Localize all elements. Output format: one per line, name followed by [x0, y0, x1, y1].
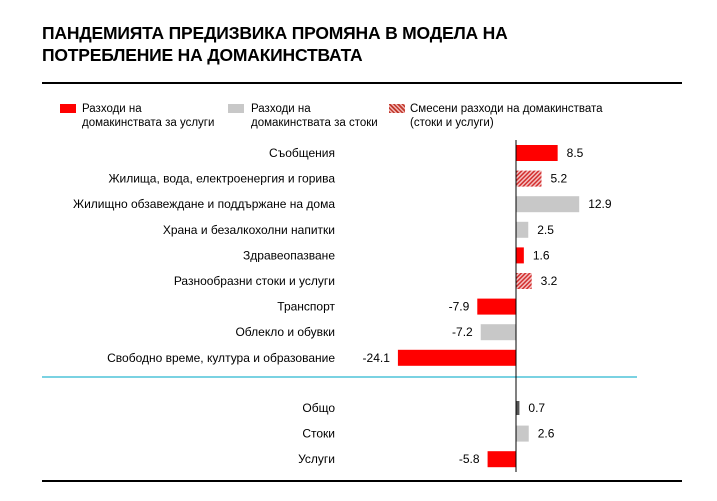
bar-0-4 [516, 247, 524, 264]
legend-swatch-services [60, 104, 76, 113]
category-label: Жилищно обзавеждане и поддържане на дома [73, 197, 335, 211]
bar-0-7 [480, 324, 516, 341]
value-label: -7.2 [452, 325, 473, 339]
value-label: 5.2 [550, 172, 567, 186]
bar-0-1 [516, 170, 542, 187]
legend-swatch-goods [228, 104, 244, 113]
value-label: 3.2 [541, 274, 558, 288]
category-label: Транспорт [277, 300, 335, 314]
value-label: -24.1 [363, 351, 391, 365]
bar-0-5 [516, 273, 532, 289]
bottom-rule [42, 480, 682, 482]
category-label: Облекло и обувки [235, 325, 335, 339]
category-label: Общо [302, 401, 335, 415]
legend-label-mixed: Смесени разходи на домакинствата (стоки … [410, 103, 603, 129]
category-label: Услуги [298, 452, 335, 466]
legend-label-services: Разходи на домакинствата за услуги [82, 103, 215, 129]
chart-title-line-1: ПАНДЕМИЯТА ПРЕДИЗВИКА ПРОМЯНА В МОДЕЛА Н… [42, 23, 508, 43]
bar-1-2 [487, 451, 516, 468]
bar-1-0 [516, 401, 520, 415]
legend-label-goods: Разходи на домакинствата за стоки [251, 103, 378, 129]
chart-title: ПАНДЕМИЯТА ПРЕДИЗВИКА ПРОМЯНА В МОДЕЛА Н… [42, 22, 682, 66]
bar-0-0 [516, 145, 558, 161]
bar-1-1 [516, 425, 529, 442]
bar-0-2 [516, 196, 580, 213]
category-label: Разнообразни стоки и услуги [174, 274, 335, 288]
category-label: Стоки [302, 427, 335, 441]
bar-0-3 [516, 221, 529, 238]
category-label: Свободно време, култура и образование [107, 351, 335, 365]
value-label: 0.7 [528, 401, 545, 415]
value-label: 12.9 [588, 197, 612, 211]
value-label: 1.6 [533, 248, 550, 262]
top-rule [42, 82, 682, 84]
category-label: Здравеопазване [243, 248, 335, 262]
legend-swatch-mixed [389, 104, 405, 113]
bar-0-6 [477, 298, 516, 315]
chart-title-line-2: ПОТРЕБЛЕНИЕ НА ДОМАКИНСТВАТА [42, 45, 363, 65]
value-label: -5.8 [459, 452, 480, 466]
category-label: Съобщения [269, 146, 335, 160]
value-label: 2.5 [537, 223, 554, 237]
bar-0-8 [397, 349, 516, 366]
value-label: 8.5 [567, 146, 584, 160]
value-label: -7.9 [449, 300, 470, 314]
value-label: 2.6 [538, 427, 555, 441]
category-label: Храна и безалкохолни напитки [163, 223, 335, 237]
category-label: Жилища, вода, електроенергия и горива [108, 172, 335, 186]
